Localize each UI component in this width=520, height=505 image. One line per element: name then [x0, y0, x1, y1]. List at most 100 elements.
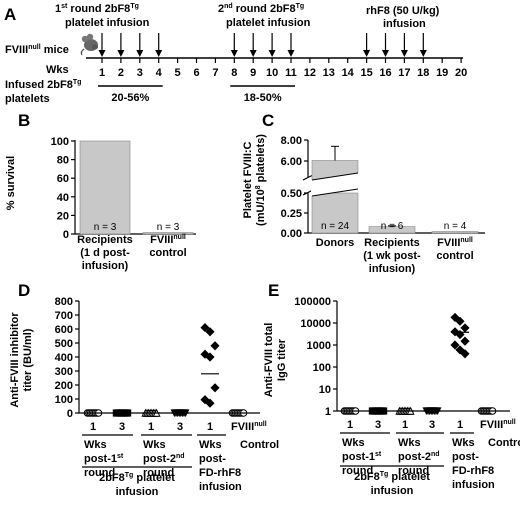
data-point	[200, 323, 210, 333]
group-label: Wks	[342, 437, 365, 449]
y-tick-label: 6.00	[281, 156, 302, 168]
time-label: 1	[148, 421, 154, 433]
week-number: 2	[118, 67, 124, 79]
panel-d-label: D	[18, 281, 30, 300]
panel-b-cat-2-line1: FVIIInull	[150, 234, 186, 246]
group-label: Wks	[84, 439, 107, 451]
infusion-arrow-head	[363, 50, 371, 57]
chart-b: 0 20 40 60 80 100 n = 3 n = 3	[51, 136, 196, 241]
y-tick-label: 0.25	[281, 208, 302, 220]
bar-lower-segment	[311, 192, 359, 234]
round2-annotation: 2nd round 2bF8Tg	[218, 3, 304, 15]
week-number: 11	[285, 67, 297, 79]
data-point	[450, 312, 460, 322]
y-tick-label: 10000	[300, 318, 331, 330]
panel-b-cat-1-line1: Recipients	[77, 234, 133, 246]
group-label: round	[398, 465, 429, 477]
y-tick-label: 800	[55, 296, 73, 308]
infusion-arrow-head	[155, 50, 163, 57]
platelet-bracket-label: infusion	[116, 486, 159, 498]
group-label: FVIIInull	[231, 421, 267, 433]
panel-c-cat-3-line2: control	[436, 250, 473, 262]
platelets-label: platelets	[5, 93, 50, 105]
bar	[142, 232, 194, 235]
panel-a: A 1st round 2bF8Tg platelet infusion 2nd…	[4, 3, 467, 105]
y-tick-label: 0.00	[281, 228, 302, 240]
time-label: 3	[177, 421, 183, 433]
week-number: 5	[175, 67, 181, 79]
panel-e: E Anti-FVIII total IgG titer 11010010001…	[263, 281, 520, 497]
panel-c: C Platelet FVIII:C (mU/108 platelets) 0.…	[242, 111, 485, 275]
y-tick-label: 1	[325, 406, 331, 418]
panel-b-ylabel: % survival	[5, 156, 17, 210]
data-point	[460, 336, 470, 346]
svg-text:(mU/108 platelets): (mU/108 platelets)	[255, 134, 267, 226]
y-tick-label: 8.00	[281, 135, 302, 147]
mouse-icon	[80, 33, 98, 56]
y-tick-label: 80	[57, 155, 69, 167]
svg-text:Anti-FVIII inhibitor: Anti-FVIII inhibitor	[9, 312, 21, 408]
infusion-arrow-head	[98, 50, 106, 57]
group-label: FD-rhF8	[452, 465, 494, 477]
infusion-arrow-head	[287, 50, 295, 57]
week-number: 20	[455, 67, 467, 79]
panel-d: D Anti-FVIII inhibitor titer (BU/ml) 0 10…	[9, 281, 279, 498]
svg-text:Anti-FVIII total: Anti-FVIII total	[263, 323, 275, 398]
group-label: post-1st	[342, 451, 382, 463]
round2-annotation-line2: platelet infusion	[226, 17, 311, 29]
panel-b-cat-1-line3: infusion)	[82, 260, 129, 272]
data-point	[205, 398, 215, 408]
time-label: 3	[375, 419, 381, 431]
panel-c-cat-2-line1: Recipients	[364, 237, 420, 249]
infusion-arrow-head	[136, 50, 144, 57]
range-label: 20-56%	[111, 92, 149, 104]
y-tick-label: 200	[55, 380, 73, 392]
y-tick-label: 40	[57, 192, 69, 204]
week-number: 6	[193, 67, 199, 79]
n-label: n = 3	[157, 222, 180, 233]
y-tick-label: 100	[313, 362, 331, 374]
infusion-arrow-head	[400, 50, 408, 57]
round1-annotation: 1st round 2bF8Tg	[55, 3, 139, 15]
infusion-arrow-head	[249, 50, 257, 57]
panel-c-cat-1: Donors	[316, 237, 355, 249]
time-label: 3	[119, 421, 125, 433]
week-number: 3	[137, 67, 143, 79]
y-tick-label: 0.50	[281, 188, 302, 200]
y-tick-label: 500	[55, 338, 73, 350]
infusion-arrow-head	[230, 50, 238, 57]
y-tick-label: 700	[55, 310, 73, 322]
time-label: 1	[402, 419, 408, 431]
data-point	[455, 316, 465, 326]
group-label: round	[143, 467, 174, 479]
group-label: post-2nd	[398, 451, 440, 463]
week-number: 13	[323, 67, 335, 79]
group-label: post-1st	[84, 453, 124, 465]
time-label: 1	[457, 419, 463, 431]
infusion-arrow-head	[268, 50, 276, 57]
group-label: Control	[488, 437, 520, 449]
svg-text:IgG titer: IgG titer	[276, 338, 288, 381]
week-number: 18	[417, 67, 429, 79]
data-point	[450, 340, 460, 350]
axis-break-mark	[302, 174, 314, 181]
chart-e: 1 10 100 1000 10000 100000 1 3 Wks post-1st round 1…	[294, 296, 520, 497]
panel-b-cat-2-line2: control	[149, 247, 186, 259]
time-label: 1	[90, 421, 96, 433]
week-number: 19	[436, 67, 448, 79]
week-number: 15	[360, 67, 372, 79]
bar	[79, 140, 131, 235]
data-point	[460, 349, 470, 359]
group-label: FVIIInull	[480, 419, 516, 431]
y-tick-label: 1000	[307, 340, 331, 352]
platelet-bracket-label: infusion	[371, 485, 414, 497]
fviii-null-mice-label: FVIIInull mice	[5, 44, 69, 56]
bar-break-line	[311, 188, 359, 197]
y-tick-label: 100	[51, 136, 69, 148]
data-point	[210, 341, 220, 351]
time-label: 3	[429, 419, 435, 431]
n-label: n = 4	[444, 221, 467, 232]
panel-c-cat-2-line3: infusion)	[369, 263, 416, 275]
group-label: Wks	[143, 439, 166, 451]
